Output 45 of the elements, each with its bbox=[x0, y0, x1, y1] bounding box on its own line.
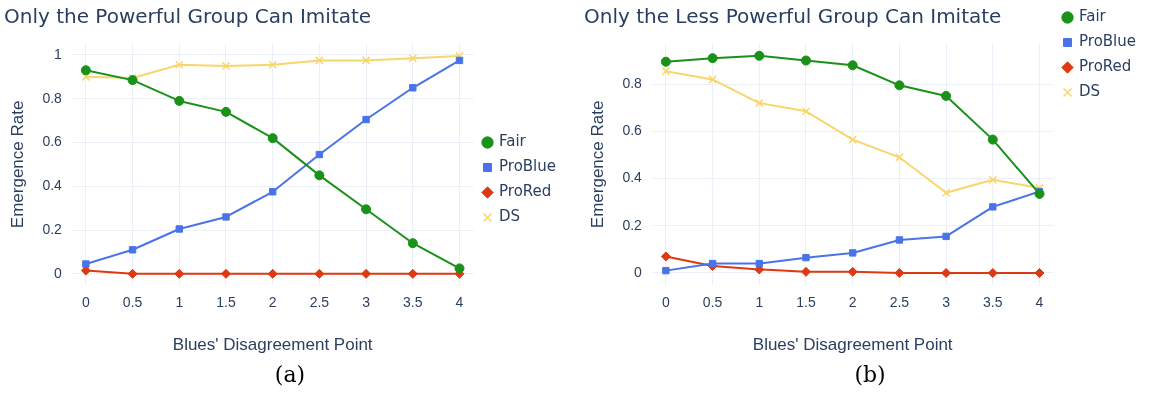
legend-label: DS bbox=[499, 207, 521, 226]
y-tick-label: 0.2 bbox=[42, 220, 63, 237]
text: (b) bbox=[854, 362, 886, 387]
legend-label: ProRed bbox=[1079, 57, 1132, 76]
y-tick-label: 1 bbox=[54, 45, 63, 62]
x-tick-label: 3 bbox=[362, 294, 371, 311]
legend-label: DS bbox=[1079, 82, 1101, 101]
x-tick-label: 1.5 bbox=[216, 294, 236, 311]
x-tick-label: 2 bbox=[268, 294, 277, 311]
legend-label: Fair bbox=[1079, 7, 1107, 26]
chart-title: Only the Powerful Group Can Imitate bbox=[4, 4, 372, 29]
y-axis-title: Emergence Rate bbox=[7, 100, 27, 229]
legend-label: ProBlue bbox=[1079, 32, 1137, 51]
x-tick-label: 3.5 bbox=[403, 294, 423, 311]
text: (a) bbox=[274, 362, 306, 387]
y-axis-title: Emergence Rate bbox=[587, 100, 607, 229]
y-tick-label: 0.8 bbox=[42, 89, 63, 106]
x-tick-label: 2 bbox=[848, 294, 857, 311]
x-tick-label: 2.5 bbox=[889, 294, 910, 311]
x-axis-title: Blues' Disagreement Point bbox=[752, 335, 953, 355]
x-axis-title: Blues' Disagreement Point bbox=[172, 335, 373, 355]
x-tick-label: 1 bbox=[755, 294, 764, 311]
x-tick-label: 3.5 bbox=[983, 294, 1003, 311]
y-tick-label: 0.6 bbox=[42, 133, 63, 150]
x-tick-label: 0.5 bbox=[122, 294, 143, 311]
x-tick-label: 0.5 bbox=[702, 294, 723, 311]
chart-title: Only the Less Powerful Group Can Imitate bbox=[584, 4, 1002, 29]
x-tick-label: 3 bbox=[942, 294, 951, 311]
y-tick-label: 0.8 bbox=[622, 74, 643, 91]
legend-label: ProRed bbox=[499, 182, 552, 201]
x-tick-label: 1 bbox=[175, 294, 184, 311]
y-tick-label: 0.6 bbox=[622, 122, 643, 139]
x-tick-label: 4 bbox=[1035, 294, 1044, 311]
y-tick-label: 0.4 bbox=[42, 177, 63, 194]
y-tick-label: 0 bbox=[634, 263, 643, 280]
y-tick-label: 0.2 bbox=[622, 216, 643, 233]
x-tick-label: 0 bbox=[661, 294, 670, 311]
x-tick-label: 1.5 bbox=[796, 294, 816, 311]
legend-label: Fair bbox=[499, 132, 527, 151]
x-tick-label: 2.5 bbox=[309, 294, 330, 311]
legend-label: ProBlue bbox=[499, 157, 557, 176]
x-tick-label: 0 bbox=[81, 294, 90, 311]
y-tick-label: 0.4 bbox=[622, 169, 643, 186]
x-tick-label: 4 bbox=[455, 294, 464, 311]
y-tick-label: 0 bbox=[54, 264, 63, 281]
